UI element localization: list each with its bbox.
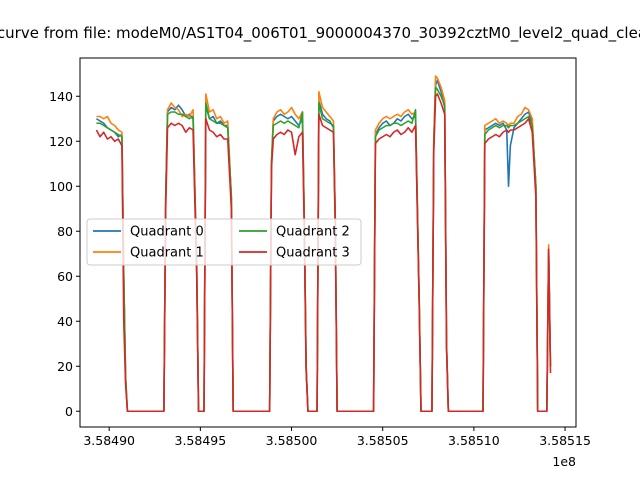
- y-tick-label: 60: [57, 269, 73, 284]
- plot-frame: [79, 57, 577, 428]
- y-tick-label: 40: [57, 314, 73, 329]
- x-axis: 3.58490 3.58495 3.58500 3.58505 3.58510 3.585…: [83, 427, 591, 448]
- series-line-quadrant-3: [95, 93, 552, 413]
- x-tick-label: 3.58510: [448, 433, 500, 448]
- series-line-quadrant-2: [96, 86, 552, 413]
- legend: Quadrant 0 Quadrant 1 Quadrant 2 Quadrant 3: [86, 218, 362, 266]
- y-tick-label: 140: [49, 89, 73, 104]
- series-line-quadrant-1: [96, 75, 552, 413]
- x-tick-label: 3.58495: [175, 433, 227, 448]
- legend-label-quadrant-1: Quadrant 1: [130, 246, 204, 261]
- series-line-quadrant-0: [95, 79, 552, 413]
- chart-title: Light curve from file: modeM0/AS1T04_006…: [0, 24, 640, 43]
- x-tick-label: 3.58490: [83, 433, 135, 448]
- y-tick-label: 0: [65, 404, 73, 419]
- y-tick-label: 100: [49, 179, 73, 194]
- x-tick-label: 3.58500: [266, 433, 318, 448]
- legend-label-quadrant-2: Quadrant 2: [276, 225, 350, 240]
- x-tick-label: 3.58505: [357, 433, 409, 448]
- series-group: [95, 75, 552, 413]
- y-tick-label: 20: [57, 359, 73, 374]
- legend-label-quadrant-3: Quadrant 3: [276, 246, 350, 261]
- x-tick-label: 3.58515: [539, 433, 591, 448]
- legend-frame: [86, 218, 362, 266]
- y-axis: 0 20 40 60 80 100 120 140: [49, 89, 80, 419]
- y-tick-label: 120: [49, 134, 73, 149]
- y-tick-label: 80: [57, 224, 73, 239]
- x-offset-label: 1e8: [552, 454, 576, 469]
- legend-label-quadrant-0: Quadrant 0: [130, 225, 204, 240]
